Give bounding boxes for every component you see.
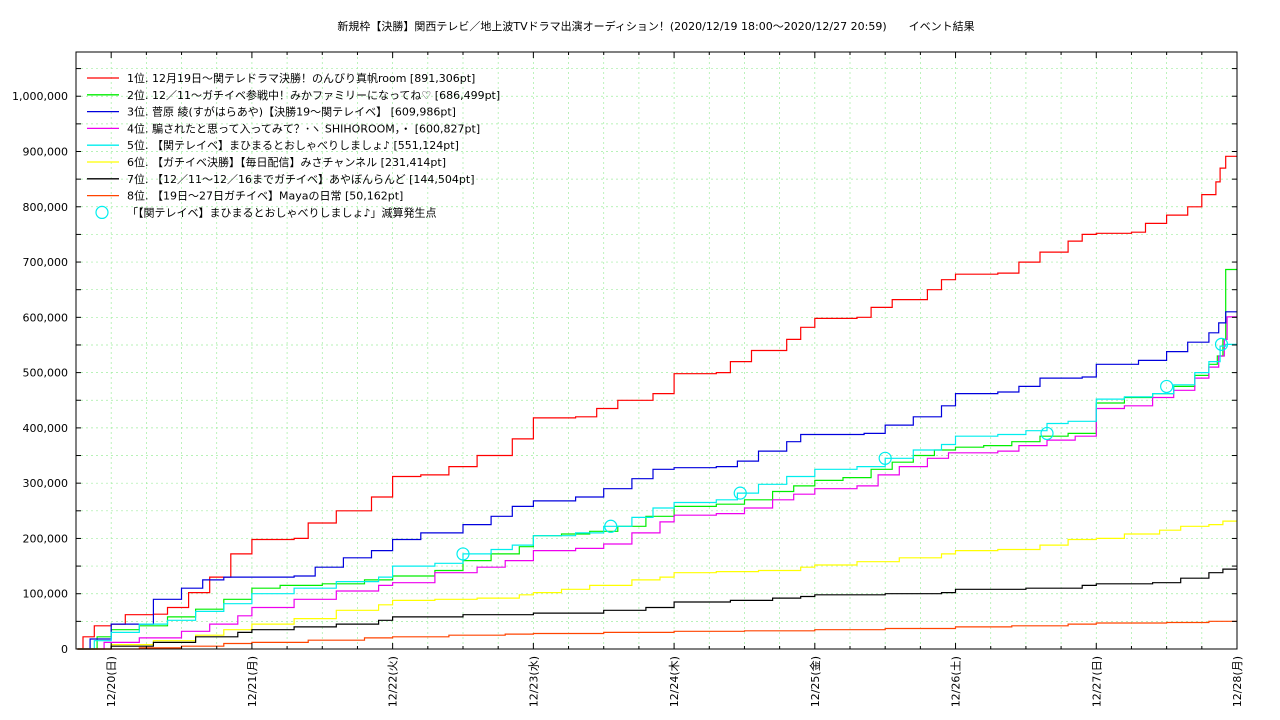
marker-points bbox=[456, 337, 1229, 561]
series-line-7 bbox=[77, 568, 1237, 650]
y-tick-label: 600,000 bbox=[23, 311, 69, 324]
plot-frame bbox=[75, 51, 1238, 650]
marker-point bbox=[1040, 426, 1054, 441]
series-lines bbox=[77, 155, 1237, 650]
marker-point bbox=[1160, 379, 1174, 394]
x-tick-label: 12/20(日) bbox=[105, 656, 118, 707]
chart-title: 新規枠【決勝】関西テレビ／地上波TVドラマ出演オーディション！(2020/12/… bbox=[337, 19, 974, 33]
marker-point bbox=[733, 486, 747, 500]
series-line-5 bbox=[77, 343, 1237, 650]
y-tick-label: 100,000 bbox=[23, 588, 69, 601]
y-tick-label: 500,000 bbox=[23, 367, 69, 380]
series-line-6 bbox=[77, 520, 1237, 650]
legend-label-2: 2位. 12／11〜ガチイベ参戦中！みかファミリーになってね♡ [686,499… bbox=[127, 88, 500, 102]
y-tick-label: 700,000 bbox=[23, 256, 69, 269]
legend: 1位. 12月19日〜関テレドラマ決勝！のんびり真帆room [891,306p… bbox=[87, 71, 500, 219]
y-tick-label: 900,000 bbox=[23, 146, 69, 159]
legend-label-3: 3位. 菅原 綾(すがはらあや)【決勝19〜関テレイベ】 [609,986pt] bbox=[127, 105, 456, 119]
y-tick-label: 0 bbox=[61, 643, 68, 656]
x-tick-label: 12/21(月) bbox=[246, 656, 259, 707]
x-tick-label: 12/27(日) bbox=[1090, 656, 1103, 707]
legend-label-8: 8位. 【19日〜27日ガチイベ】Mayaの日常 [50,162pt] bbox=[127, 189, 403, 203]
grid bbox=[76, 52, 1238, 650]
marker-point bbox=[604, 519, 618, 533]
y-tick-label: 800,000 bbox=[23, 201, 69, 214]
x-tick-label: 12/25(金) bbox=[808, 656, 822, 707]
y-tick-label: 1,000,000 bbox=[12, 90, 68, 103]
series-line-1 bbox=[77, 155, 1237, 650]
axes: 0 100,000 200,000 300,000 400,000 500,000 600,… bbox=[12, 52, 1244, 707]
y-tick-label: 400,000 bbox=[23, 422, 69, 435]
x-tick-label: 12/23(水) bbox=[527, 656, 540, 707]
y-tick-label: 200,000 bbox=[23, 532, 69, 545]
legend-label-6: 6位. 【ガチイベ決勝】【毎日配信】みさチャンネル [231,414pt] bbox=[127, 155, 446, 169]
x-tick-label: 12/24(木) bbox=[668, 656, 681, 707]
marker-point bbox=[456, 547, 470, 561]
legend-label-4: 4位. 騙されたと思って入ってみて？･ヽ SHIHOROOM，・ [600,82… bbox=[127, 121, 480, 135]
series-line-2 bbox=[77, 268, 1237, 650]
series-line-4 bbox=[77, 316, 1237, 650]
y-tick-label: 300,000 bbox=[23, 477, 69, 490]
marker-point bbox=[878, 451, 892, 465]
marker-point bbox=[1214, 337, 1229, 351]
legend-label-1: 1位. 12月19日〜関テレドラマ決勝！のんびり真帆room [891,306p… bbox=[127, 71, 475, 85]
legend-marker-icon bbox=[95, 205, 109, 219]
legend-label-marker: 「【関テレイベ】まひまるとおしゃべりしましょ♪」減算発生点 bbox=[127, 205, 437, 219]
legend-label-7: 7位. 【12／11〜12／16までガチイベ】あやぼんらんど [144,504p… bbox=[127, 172, 475, 186]
legend-label-5: 5位. 【関テレイベ】まひまるとおしゃべりしましょ♪ [551,124pt] bbox=[127, 138, 459, 152]
x-tick-label: 12/22(火) bbox=[387, 656, 400, 707]
series-line-3 bbox=[77, 311, 1237, 650]
x-tick-label: 12/28(月) bbox=[1231, 656, 1244, 707]
x-tick-label: 12/26(土) bbox=[950, 656, 963, 707]
